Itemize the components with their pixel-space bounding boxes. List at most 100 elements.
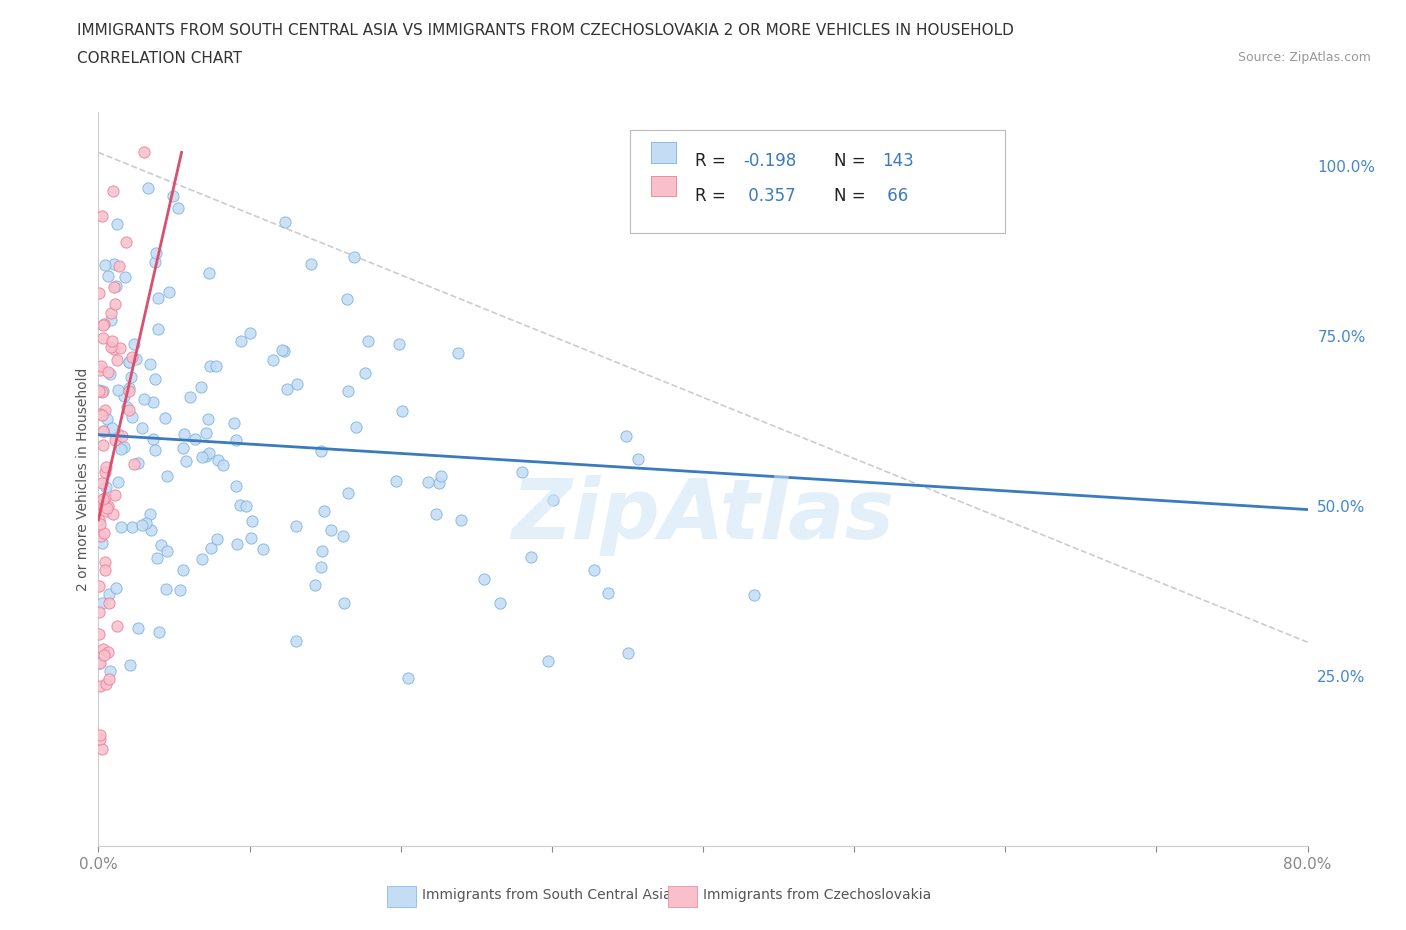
Point [87, 512, 110, 527]
Point [89, 604, 111, 619]
Point [98, 663, 121, 678]
Point [344, 419, 367, 434]
Point [96, 501, 118, 516]
Point [135, 515, 157, 530]
Point [156, 544, 179, 559]
Point [110, 520, 132, 535]
Point [191, 450, 214, 465]
Point [174, 453, 197, 468]
Point [103, 256, 125, 271]
Point [105, 618, 128, 633]
Text: -0.198: -0.198 [742, 152, 796, 170]
Point [93, 525, 115, 540]
Point [108, 259, 131, 273]
Point [427, 475, 450, 490]
Point [104, 297, 127, 312]
Point [118, 355, 141, 370]
Point [309, 444, 332, 458]
Point [97, 269, 120, 284]
Point [96, 411, 118, 426]
Point [153, 411, 176, 426]
Point [94, 258, 117, 272]
Text: IMMIGRANTS FROM SOUTH CENTRAL ASIA VS IMMIGRANTS FROM CZECHOSLOVAKIA 2 OR MORE V: IMMIGRANTS FROM SOUTH CENTRAL ASIA VS IM… [77, 23, 1014, 38]
Point [336, 291, 359, 306]
Point [184, 432, 207, 446]
Text: 0.357: 0.357 [742, 187, 796, 205]
Point [385, 473, 408, 488]
Point [112, 440, 135, 455]
Point [90, 528, 112, 543]
Point [190, 551, 212, 566]
Point [273, 214, 295, 229]
Text: Immigrants from Czechoslovakia: Immigrants from Czechoslovakia [703, 887, 931, 902]
Point [110, 340, 132, 355]
Point [207, 453, 229, 468]
Point [121, 409, 143, 424]
Point [114, 270, 136, 285]
Point [91, 384, 114, 399]
Point [89, 517, 111, 532]
Point [617, 645, 640, 660]
Point [391, 403, 413, 418]
Point [103, 184, 125, 199]
Point [262, 352, 284, 367]
Point [127, 456, 149, 471]
Point [332, 529, 354, 544]
Point [418, 474, 440, 489]
Point [742, 588, 765, 603]
Point [139, 523, 162, 538]
Point [103, 341, 125, 356]
Point [91, 595, 114, 610]
Point [91, 475, 114, 490]
Point [104, 432, 127, 447]
Point [194, 425, 217, 440]
Point [100, 312, 122, 327]
Point [583, 562, 606, 577]
Point [337, 485, 360, 500]
Point [357, 334, 380, 349]
Point [142, 432, 165, 446]
Point [107, 426, 129, 441]
Point [89, 407, 111, 422]
Point [167, 200, 190, 215]
Point [105, 352, 128, 367]
Point [287, 376, 309, 391]
Point [90, 359, 112, 374]
Point [222, 416, 245, 431]
Point [122, 457, 145, 472]
Point [118, 380, 141, 395]
Point [94, 480, 117, 495]
Point [388, 337, 411, 352]
Point [146, 551, 169, 565]
Point [105, 217, 128, 232]
Point [90, 498, 112, 512]
Text: N =: N = [834, 187, 870, 205]
Point [311, 559, 333, 574]
Point [110, 441, 132, 456]
Point [488, 596, 510, 611]
Point [398, 671, 420, 685]
Point [311, 543, 333, 558]
Point [104, 487, 127, 502]
Point [312, 503, 335, 518]
Point [195, 448, 218, 463]
Point [97, 587, 120, 602]
Point [157, 285, 180, 299]
Point [537, 654, 560, 669]
Point [91, 741, 114, 756]
Point [271, 342, 294, 357]
Point [225, 479, 247, 494]
Point [89, 286, 111, 300]
Point [239, 326, 262, 340]
Point [179, 389, 201, 404]
Point [132, 392, 155, 406]
Text: 143: 143 [882, 152, 914, 170]
Point [93, 491, 115, 506]
Point [333, 595, 356, 610]
Point [285, 634, 308, 649]
Point [94, 554, 117, 569]
Point [132, 145, 155, 160]
Point [252, 541, 274, 556]
Point [200, 358, 222, 373]
Point [94, 504, 117, 519]
